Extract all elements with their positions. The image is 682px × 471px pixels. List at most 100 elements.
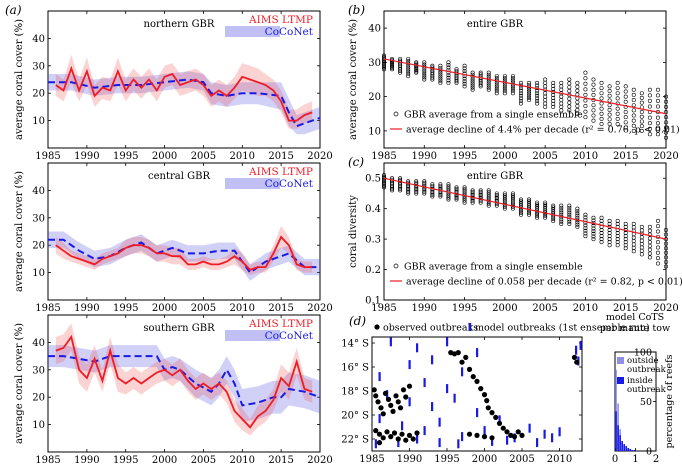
ensemble-point [615, 240, 620, 245]
y-tick-label: 0.4 [365, 204, 381, 215]
ensemble-point [390, 64, 395, 69]
ensemble-point [510, 191, 515, 196]
ensemble-point [583, 223, 588, 228]
ensemble-point [623, 125, 628, 130]
ensemble-point [623, 99, 628, 104]
ensemble-point [398, 183, 403, 188]
y-tick-label: 0.3 [365, 235, 381, 246]
ensemble-point [623, 89, 628, 94]
observed-outbreak-point [463, 354, 469, 360]
y-tick-label: 100 [634, 348, 652, 359]
cocon-uncertainty-band [48, 71, 320, 135]
ensemble-point [470, 192, 475, 197]
y-tick-label: 40 [32, 186, 45, 197]
x-tick-label: 2015 [268, 455, 293, 466]
ensemble-point [639, 114, 644, 119]
ensemble-point [510, 78, 515, 83]
observed-outbreak-point [484, 398, 490, 404]
x-tick-label: 2000 [492, 303, 517, 314]
ensemble-point [478, 192, 483, 197]
ensemble-point [543, 77, 548, 82]
x-tick-label: 1995 [452, 151, 477, 162]
ensemble-point [631, 103, 636, 108]
ensemble-point [575, 211, 580, 216]
ensemble-point [462, 189, 467, 194]
model-outbreak-mark [543, 429, 546, 439]
ensemble-point [470, 85, 475, 90]
ensemble-point [599, 96, 604, 101]
ensemble-point [430, 194, 435, 199]
ensemble-point [527, 205, 532, 210]
ensemble-point [518, 199, 523, 204]
ensemble-point [639, 242, 644, 247]
ensemble-point [591, 234, 596, 239]
ensemble-point [486, 87, 491, 92]
ensemble-point [567, 203, 572, 208]
observed-outbreak-point [455, 350, 461, 356]
x-tick-label: 2020 [653, 151, 678, 162]
ensemble-point [422, 73, 427, 78]
ensemble-point [390, 67, 395, 72]
y-tick-label: 0 [646, 447, 652, 458]
ensemble-point [559, 98, 564, 103]
ensemble-point [551, 92, 556, 97]
x-tick-label: 2000 [152, 303, 177, 314]
ensemble-point [607, 218, 612, 223]
observed-outbreak-point [496, 420, 503, 426]
ensemble-point [551, 98, 556, 103]
ensemble-point [446, 186, 451, 191]
observed-outbreak-point [485, 405, 491, 411]
ensemble-point [527, 212, 532, 217]
x-tick-label: 2000 [152, 455, 177, 466]
model-outbreak-mark [431, 355, 434, 365]
y-tick-label: 30 [368, 58, 381, 69]
ensemble-point [390, 65, 395, 70]
ensemble-point [486, 83, 491, 88]
ensemble-point [575, 100, 580, 105]
ensemble-point [583, 92, 588, 97]
ensemble-point [470, 199, 475, 204]
ensemble-point [381, 180, 386, 185]
ensemble-point [527, 201, 532, 206]
cocon-series-line [48, 355, 321, 407]
ensemble-point [647, 228, 652, 233]
ensemble-point [454, 196, 459, 201]
ensemble-point [494, 192, 499, 197]
ensemble-point [527, 199, 532, 204]
ensemble-point [543, 208, 548, 213]
ensemble-point [623, 84, 628, 89]
ensemble-point [422, 75, 427, 80]
observed-outbreak-point [489, 435, 495, 441]
legend-marker-model [469, 323, 472, 331]
ensemble-point [615, 234, 620, 239]
ensemble-point [607, 84, 612, 89]
ensemble-point [551, 209, 556, 214]
y-tick-label: 10 [368, 126, 381, 137]
x-tick-label: 2020 [307, 151, 332, 162]
observed-outbreak-point [373, 428, 379, 434]
ensemble-point [559, 87, 564, 92]
ensemble-point [663, 232, 668, 237]
ensemble-point [430, 189, 435, 194]
ensemble-point [567, 208, 572, 213]
x-tick-label: 1990 [412, 303, 437, 314]
ensemble-point [591, 82, 596, 87]
ensemble-point [567, 212, 572, 217]
observed-outbreak-point [388, 434, 394, 440]
ensemble-point [599, 237, 604, 242]
ensemble-point [639, 100, 644, 105]
ensemble-point [518, 98, 523, 103]
ensemble-point [535, 204, 540, 209]
ensemble-point [438, 191, 443, 196]
ensemble-point [454, 194, 459, 199]
ensemble-point [543, 94, 548, 99]
ensemble-point [639, 248, 644, 253]
ensemble-point [551, 216, 556, 221]
ensemble-point [559, 101, 564, 106]
ensemble-point [583, 228, 588, 233]
ensemble-point [583, 220, 588, 225]
ensemble-point [543, 215, 548, 220]
ensemble-point [631, 128, 636, 133]
panel-title: southern GBR [143, 323, 215, 334]
y-axis-label: coral diversity [348, 195, 359, 268]
